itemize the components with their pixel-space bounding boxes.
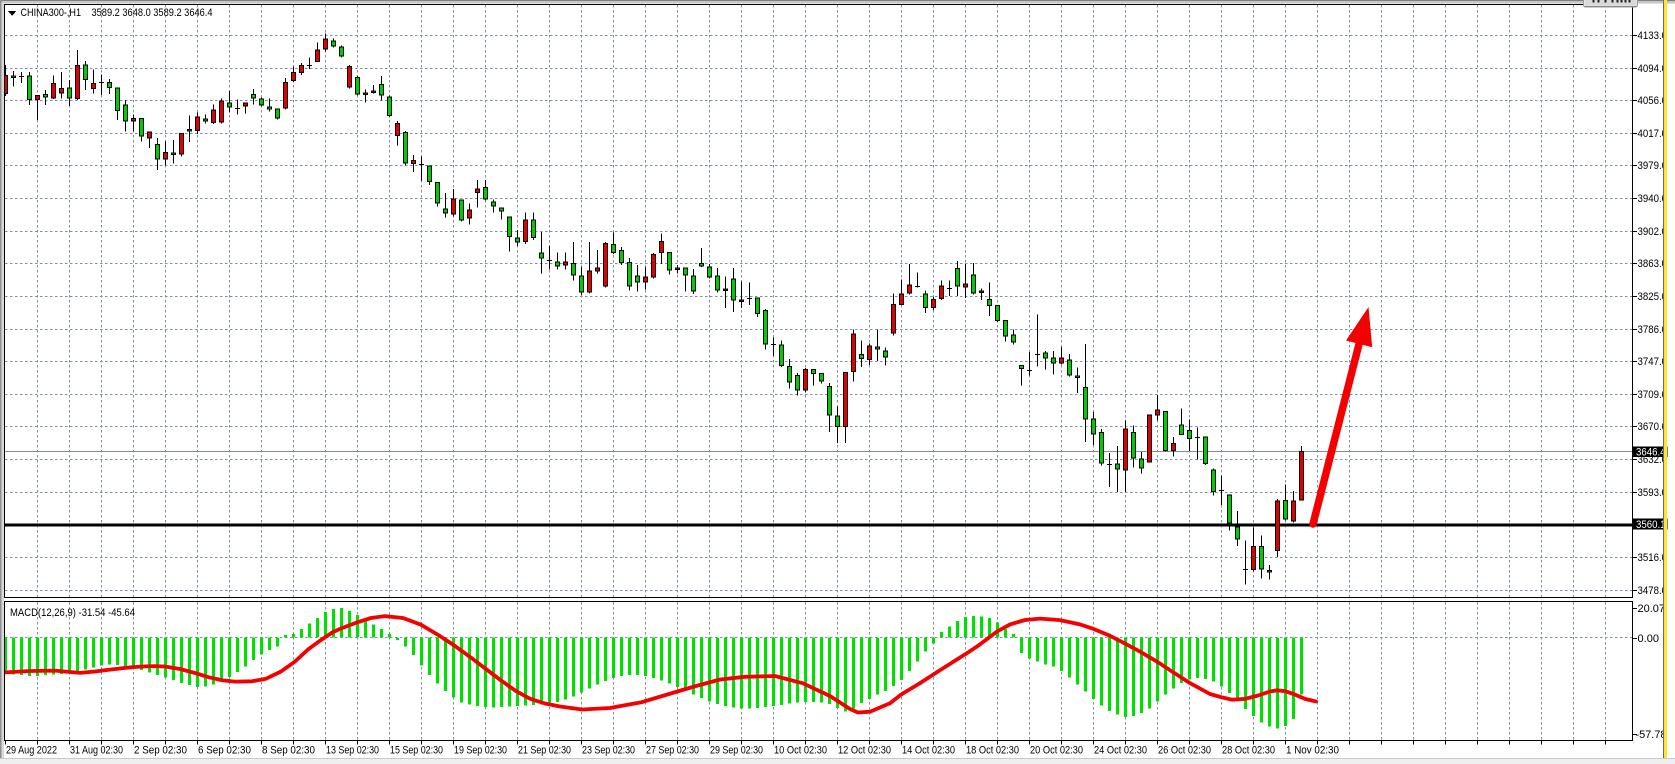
svg-text:28 Oct 02:30: 28 Oct 02:30 <box>1222 745 1275 757</box>
svg-text:0.00: 0.00 <box>1638 633 1660 645</box>
svg-text:3979.0: 3979.0 <box>1638 160 1668 172</box>
svg-text:10 Oct 02:30: 10 Oct 02:30 <box>774 745 827 757</box>
svg-text:3940.0: 3940.0 <box>1638 193 1668 205</box>
svg-text:4133.0: 4133.0 <box>1638 30 1668 42</box>
svg-text:24 Oct 02:30: 24 Oct 02:30 <box>1094 745 1147 757</box>
svg-text:3478.0: 3478.0 <box>1638 585 1668 597</box>
svg-text:3560.1: 3560.1 <box>1636 519 1666 531</box>
svg-text:31 Aug 02:30: 31 Aug 02:30 <box>70 745 123 757</box>
svg-text:4017.0: 4017.0 <box>1638 128 1668 140</box>
svg-text:23 Sep 02:30: 23 Sep 02:30 <box>582 745 635 757</box>
svg-text:12 Oct 02:30: 12 Oct 02:30 <box>838 745 891 757</box>
svg-text:20 Oct 02:30: 20 Oct 02:30 <box>1030 745 1083 757</box>
svg-text:-57.78: -57.78 <box>1636 729 1667 741</box>
svg-text:14 Oct 02:30: 14 Oct 02:30 <box>902 745 955 757</box>
svg-text:13 Sep 02:30: 13 Sep 02:30 <box>326 745 379 757</box>
svg-text:8 Sep 02:30: 8 Sep 02:30 <box>262 745 315 757</box>
svg-text:3747.0: 3747.0 <box>1638 356 1668 368</box>
svg-text:3516.0: 3516.0 <box>1638 552 1668 564</box>
svg-text:29 Aug 2022: 29 Aug 2022 <box>6 745 57 757</box>
svg-text:15 Sep 02:30: 15 Sep 02:30 <box>390 745 443 757</box>
svg-text:1 Nov 02:30: 1 Nov 02:30 <box>1286 745 1339 757</box>
svg-text:4094.0: 4094.0 <box>1638 63 1668 75</box>
svg-text:3825.0: 3825.0 <box>1638 291 1668 303</box>
svg-text:26 Oct 02:30: 26 Oct 02:30 <box>1158 745 1211 757</box>
svg-text:3863.0: 3863.0 <box>1638 258 1668 270</box>
svg-text:3709.0: 3709.0 <box>1638 389 1668 401</box>
svg-text:21 Sep 02:30: 21 Sep 02:30 <box>518 745 571 757</box>
svg-text:3589.2 3648.0 3589.2 3646.4: 3589.2 3648.0 3589.2 3646.4 <box>92 7 213 19</box>
svg-text:29 Sep 02:30: 29 Sep 02:30 <box>710 745 763 757</box>
svg-text:3902.0: 3902.0 <box>1638 226 1668 238</box>
svg-text:4056.0: 4056.0 <box>1638 95 1668 107</box>
svg-text:6 Sep 02:30: 6 Sep 02:30 <box>198 745 251 757</box>
svg-text:18 Oct 02:30: 18 Oct 02:30 <box>966 745 1019 757</box>
svg-text:CHINA300-,H1: CHINA300-,H1 <box>21 7 82 19</box>
svg-text:MACD(12,26,9) -31.54 -45.64: MACD(12,26,9) -31.54 -45.64 <box>10 607 135 619</box>
svg-text:19 Sep 02:30: 19 Sep 02:30 <box>454 745 507 757</box>
svg-text:27 Sep 02:30: 27 Sep 02:30 <box>646 745 699 757</box>
svg-text:3670.0: 3670.0 <box>1638 421 1668 433</box>
svg-text:3786.0: 3786.0 <box>1638 324 1668 336</box>
svg-text:2 Sep 02:30: 2 Sep 02:30 <box>134 745 187 757</box>
svg-text:3646.4: 3646.4 <box>1636 447 1666 459</box>
svg-text:20.07: 20.07 <box>1638 603 1666 615</box>
svg-text:3593.0: 3593.0 <box>1638 487 1668 499</box>
